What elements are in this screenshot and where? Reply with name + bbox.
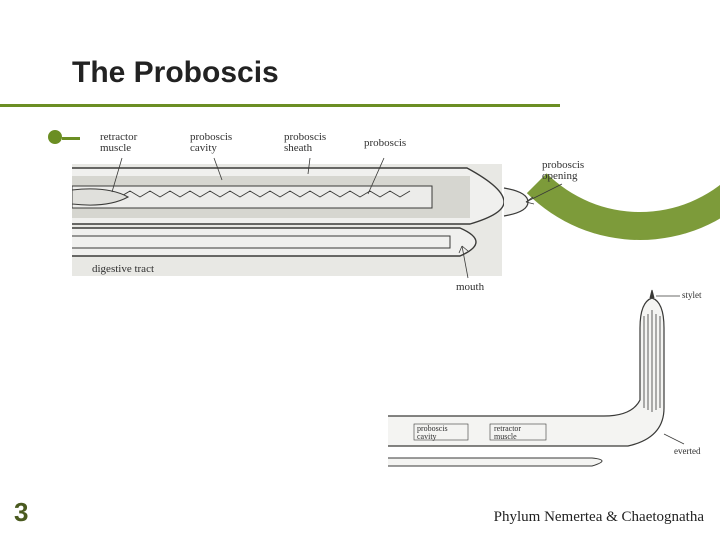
title-underline: [0, 104, 560, 107]
label-proboscis-sheath: proboscissheath: [284, 131, 326, 154]
stylet-tip: [650, 290, 654, 298]
proboscis-everted-diagram: stylet probosciscavity retractormuscle e…: [388, 288, 704, 486]
body-lower-outline: [72, 228, 476, 256]
page-number: 3: [14, 497, 28, 528]
footer-text: Phylum Nemertea & Chaetognatha: [494, 509, 704, 526]
label-digestive-tract: digestive tract: [92, 263, 154, 275]
label-proboscis-cavity: probosciscavity: [190, 131, 232, 154]
label-stylet: stylet: [682, 290, 702, 300]
label-proboscis: proboscis: [364, 137, 406, 149]
proboscis-side-diagram: retractormuscle probosciscavity probosci…: [72, 128, 592, 308]
label-retractor-muscle: retractormuscle: [100, 131, 138, 154]
bullet-decor: [48, 130, 62, 144]
leader-everted: [664, 434, 684, 444]
lower-tract: [388, 458, 602, 466]
head-tip: [504, 188, 528, 216]
slide-title: The Proboscis: [72, 56, 279, 90]
label-everted: everted: [674, 446, 701, 456]
slide-footer: 3 Phylum Nemertea & Chaetognatha: [0, 502, 720, 528]
leader-opening: [526, 184, 562, 202]
label-proboscis-opening: proboscisopening: [542, 159, 584, 182]
